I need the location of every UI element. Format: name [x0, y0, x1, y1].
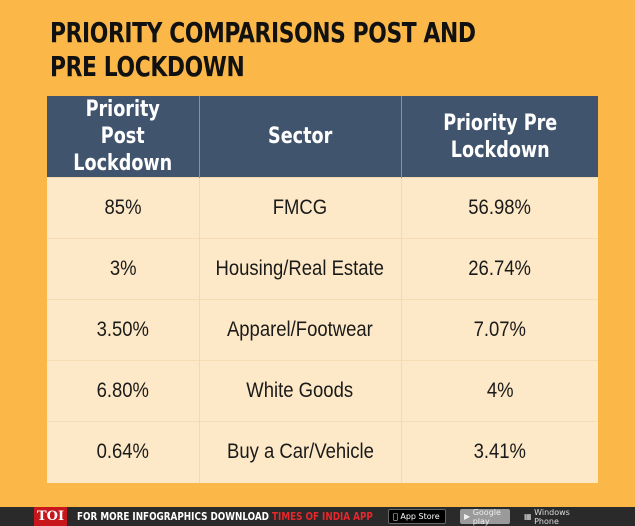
header-sector: Sector	[199, 96, 402, 178]
cell-value: 3.41%	[473, 440, 526, 464]
cell-value: Housing/Real Estate	[215, 257, 385, 280]
page-title: PRIORITY COMPARISONS POST AND PRE LOCKDO…	[50, 16, 476, 83]
table-row: 85% FMCG 56.98%	[47, 177, 598, 239]
windows-phone-badge[interactable]: ▦ Windows Phone	[520, 507, 570, 526]
table-row: 6.80% White Goods 4%	[47, 360, 598, 422]
footer-app-name: TIMES OF INDIA APP	[272, 510, 373, 523]
cell-value: FMCG	[272, 196, 328, 219]
cell-value: Buy a Car/Vehicle	[226, 440, 374, 464]
cell-value: 85%	[104, 196, 142, 219]
cell-pre-lockdown: 3.41%	[401, 421, 598, 483]
cell-value: Apparel/Footwear	[227, 318, 373, 341]
cell-value: 0.64%	[96, 440, 149, 464]
cell-sector: White Goods	[199, 360, 402, 422]
cell-post-lockdown: 85%	[47, 177, 200, 239]
toi-logo: TOI	[34, 507, 68, 526]
app-store-badge[interactable]:  App Store	[388, 509, 446, 524]
app-store-label: App Store	[395, 512, 439, 521]
cell-pre-lockdown: 7.07%	[401, 299, 598, 361]
cell-post-lockdown: 3.50%	[47, 299, 200, 361]
cell-sector: Housing/Real Estate	[199, 238, 402, 300]
cell-value: 3%	[109, 257, 137, 280]
cell-pre-lockdown: 56.98%	[401, 177, 598, 239]
cell-value: 7.07%	[473, 318, 526, 341]
cell-value: White Goods	[246, 379, 354, 402]
cell-value: 4%	[486, 379, 514, 402]
table-header: Priority Post Lockdown Sector Priority P…	[47, 96, 598, 178]
cell-value: 6.80%	[96, 379, 149, 402]
footer-bar: TOI FOR MORE INFOGRAPHICS DOWNLOAD TIMES…	[0, 507, 635, 526]
table-row: 0.64% Buy a Car/Vehicle 3.41%	[47, 421, 598, 483]
google-play-label: Google play	[472, 507, 501, 526]
google-play-badge[interactable]: ▶ Google play	[460, 507, 510, 526]
cell-post-lockdown: 6.80%	[47, 360, 200, 422]
cell-sector: Apparel/Footwear	[199, 299, 402, 361]
cell-value: 26.74%	[468, 257, 532, 280]
cell-post-lockdown: 3%	[47, 238, 200, 300]
cell-sector: FMCG	[199, 177, 402, 239]
footer-text: FOR MORE INFOGRAPHICS DOWNLOAD TIMES OF …	[77, 510, 373, 523]
play-icon: ▶	[464, 512, 473, 521]
table-row: 3.50% Apparel/Footwear 7.07%	[47, 299, 598, 361]
cell-sector: Buy a Car/Vehicle	[199, 421, 402, 483]
windows-icon: ▦	[524, 512, 535, 521]
cell-post-lockdown: 0.64%	[47, 421, 200, 483]
header-label: Priority Pre Lockdown	[442, 110, 557, 163]
cell-value: 3.50%	[96, 318, 149, 341]
header-pre-lockdown: Priority Pre Lockdown	[401, 96, 598, 178]
comparison-table: Priority Post Lockdown Sector Priority P…	[47, 96, 598, 483]
header-label: Priority Post Lockdown	[73, 97, 173, 176]
header-label: Sector	[267, 124, 333, 149]
footer-promo: FOR MORE INFOGRAPHICS DOWNLOAD	[77, 510, 273, 523]
cell-value: 56.98%	[468, 196, 532, 219]
header-post-lockdown: Priority Post Lockdown	[47, 96, 200, 178]
table-row: 3% Housing/Real Estate 26.74%	[47, 238, 598, 300]
windows-phone-label: Windows Phone	[534, 507, 570, 526]
cell-pre-lockdown: 4%	[401, 360, 598, 422]
cell-pre-lockdown: 26.74%	[401, 238, 598, 300]
apple-icon: 	[393, 512, 398, 521]
